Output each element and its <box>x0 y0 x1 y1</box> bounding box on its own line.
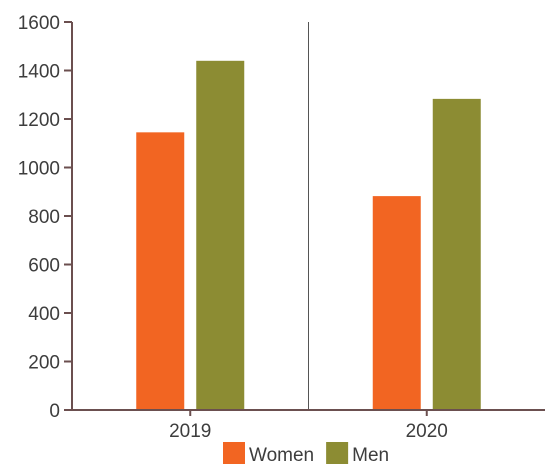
y-tick-label: 1200 <box>18 110 60 131</box>
bar-women-2019 <box>136 132 185 410</box>
legend-label-men: Men <box>352 445 389 465</box>
y-tick-label: 800 <box>28 207 60 228</box>
x-tick-label: 2020 <box>406 421 448 442</box>
bar-men-2020 <box>432 98 481 410</box>
legend-swatch-men <box>326 442 349 464</box>
bar-women-2020 <box>372 196 421 410</box>
legend-label-women: Women <box>249 445 314 465</box>
legend: Women Men <box>223 442 389 465</box>
y-tick-label: 1600 <box>18 13 60 34</box>
legend-swatch-women <box>223 442 245 464</box>
y-tick-label: 0 <box>49 401 60 422</box>
y-tick-label: 200 <box>28 353 60 374</box>
y-tick-label: 400 <box>28 304 60 325</box>
bars <box>136 60 481 411</box>
y-tick-label: 600 <box>28 256 60 277</box>
y-tick-label: 1400 <box>18 62 60 83</box>
axes: 0 200 400 600 800 1000 1200 1400 1600 2019 2020 <box>18 13 545 442</box>
y-tick-label: 1000 <box>18 159 60 180</box>
bar-men-2019 <box>196 60 245 411</box>
x-tick-label: 2019 <box>169 421 211 442</box>
